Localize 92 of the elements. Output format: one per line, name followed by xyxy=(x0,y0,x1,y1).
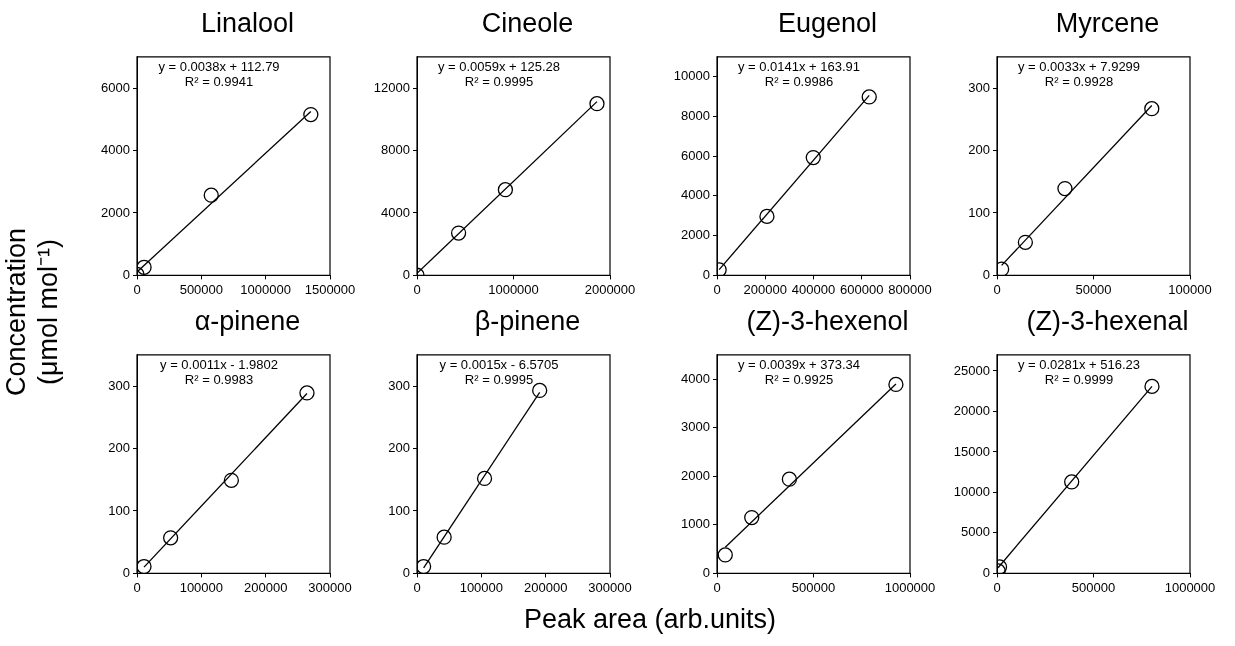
y-tick-label: 100 xyxy=(108,502,130,518)
y-tick-label: 300 xyxy=(108,377,130,393)
annotation: y = 0.0011x - 1.9802 xyxy=(160,356,278,372)
chart-title: α-pinene xyxy=(193,306,302,337)
annotation: y = 0.0039x + 373.34 xyxy=(737,356,861,372)
x-tick-label: 1000000 xyxy=(1164,579,1216,595)
chart-title: Linalool xyxy=(199,8,296,39)
y-tick-label: 3000 xyxy=(681,419,710,435)
y-tick-label: 0 xyxy=(402,564,410,580)
y-tick-label: 100 xyxy=(968,204,990,220)
y-tick-label: 2000 xyxy=(681,227,710,243)
chart-title: β-pinene xyxy=(473,306,582,337)
y-axis-title: Concentration (μmol mol⁻¹) xyxy=(0,226,64,399)
y-tick-label: 2000 xyxy=(681,467,710,483)
annotation: y = 0.0281x + 516.23 xyxy=(1017,356,1141,372)
x-tick-label: 0 xyxy=(993,281,1001,297)
chart-title: Eugenol xyxy=(776,8,879,39)
y-tick-label: 20000 xyxy=(953,403,990,419)
x-axis-title: Peak area (arb.units) xyxy=(522,604,778,635)
annotation: y = 0.0059x + 125.28 xyxy=(437,58,561,74)
y-tick-label: 0 xyxy=(982,564,990,580)
x-tick-label: 300000 xyxy=(308,579,352,595)
x-tick-label: 300000 xyxy=(588,579,632,595)
x-tick-label: 1500000 xyxy=(304,281,356,297)
x-tick-label: 500000 xyxy=(179,281,224,297)
annotation: y = 0.0015x - 6.5705 xyxy=(439,356,559,372)
x-tick-label: 0 xyxy=(713,579,721,595)
x-tick-label: 0 xyxy=(133,579,141,595)
y-tick-label: 0 xyxy=(122,564,130,580)
x-tick-label: 0 xyxy=(713,281,721,297)
x-tick-label: 500000 xyxy=(791,579,836,595)
y-tick-label: 0 xyxy=(122,266,130,282)
y-tick-label: 0 xyxy=(402,266,410,282)
x-tick-label: 2000000 xyxy=(584,281,636,297)
annotation: R² = 0.9941 xyxy=(184,73,254,89)
x-tick-label: 1000000 xyxy=(240,281,291,297)
x-tick-label: 0 xyxy=(413,281,421,297)
x-tick-label: 600000 xyxy=(840,281,884,297)
y-tick-label: 4000 xyxy=(101,142,130,158)
y-tick-label: 10000 xyxy=(953,484,990,500)
y-tick-label: 15000 xyxy=(953,443,990,459)
y-tick-label: 8000 xyxy=(381,142,410,158)
annotation: R² = 0.9928 xyxy=(1044,73,1114,89)
x-tick-label: 0 xyxy=(413,579,421,595)
chart-title: Cineole xyxy=(480,8,575,39)
y-tick-label: 300 xyxy=(968,79,990,95)
annotation: R² = 0.9986 xyxy=(764,73,834,89)
annotation: R² = 0.9995 xyxy=(464,371,534,387)
y-tick-label: 6000 xyxy=(101,79,130,95)
chart-title: (Z)-3-hexenal xyxy=(1025,306,1190,337)
x-tick-label: 200000 xyxy=(523,579,568,595)
x-tick-label: 100000 xyxy=(459,579,504,595)
x-tick-label: 0 xyxy=(993,579,1001,595)
y-tick-label: 200 xyxy=(108,440,130,456)
y-tick-label: 200 xyxy=(968,142,990,158)
y-tick-label: 4000 xyxy=(381,204,410,220)
x-tick-label: 200000 xyxy=(243,579,288,595)
y-tick-label: 25000 xyxy=(953,362,990,378)
y-tick-label: 300 xyxy=(388,377,410,393)
chart-title: (Z)-3-hexenol xyxy=(745,306,910,337)
x-tick-label: 50000 xyxy=(1075,281,1112,297)
y-tick-label: 100 xyxy=(388,502,410,518)
y-tick-label: 6000 xyxy=(681,147,710,163)
y-tick-label: 0 xyxy=(702,564,710,580)
annotation: R² = 0.9925 xyxy=(764,371,834,387)
y-tick-label: 1000 xyxy=(681,516,710,532)
y-tick-label: 5000 xyxy=(961,524,990,540)
y-tick-label: 10000 xyxy=(673,68,710,84)
y-tick-label: 0 xyxy=(982,266,990,282)
annotation: y = 0.0141x + 163.91 xyxy=(737,58,861,74)
annotation: R² = 0.9999 xyxy=(1044,371,1114,387)
y-tick-label: 4000 xyxy=(681,187,710,203)
y-tick-label: 12000 xyxy=(373,79,410,95)
annotation: y = 0.0038x + 112.79 xyxy=(158,58,280,74)
y-tick-label: 4000 xyxy=(681,370,710,386)
x-tick-label: 400000 xyxy=(791,281,836,297)
x-tick-label: 100000 xyxy=(1168,281,1212,297)
x-tick-label: 200000 xyxy=(743,281,787,297)
y-tick-label: 2000 xyxy=(101,204,130,220)
x-tick-label: 1000000 xyxy=(488,281,539,297)
y-tick-label: 8000 xyxy=(681,108,710,123)
y-tick-label: 0 xyxy=(702,266,710,282)
x-tick-label: 0 xyxy=(133,281,141,297)
y-tick-label: 200 xyxy=(388,440,410,456)
x-tick-label: 100000 xyxy=(179,579,224,595)
annotation: R² = 0.9995 xyxy=(464,73,534,89)
x-tick-label: 1000000 xyxy=(884,579,936,595)
annotation: y = 0.0033x + 7.9299 xyxy=(1017,58,1141,74)
x-tick-label: 800000 xyxy=(888,281,932,297)
chart-title: Myrcene xyxy=(1054,8,1161,39)
x-tick-label: 500000 xyxy=(1071,579,1116,595)
annotation: R² = 0.9983 xyxy=(184,371,254,387)
